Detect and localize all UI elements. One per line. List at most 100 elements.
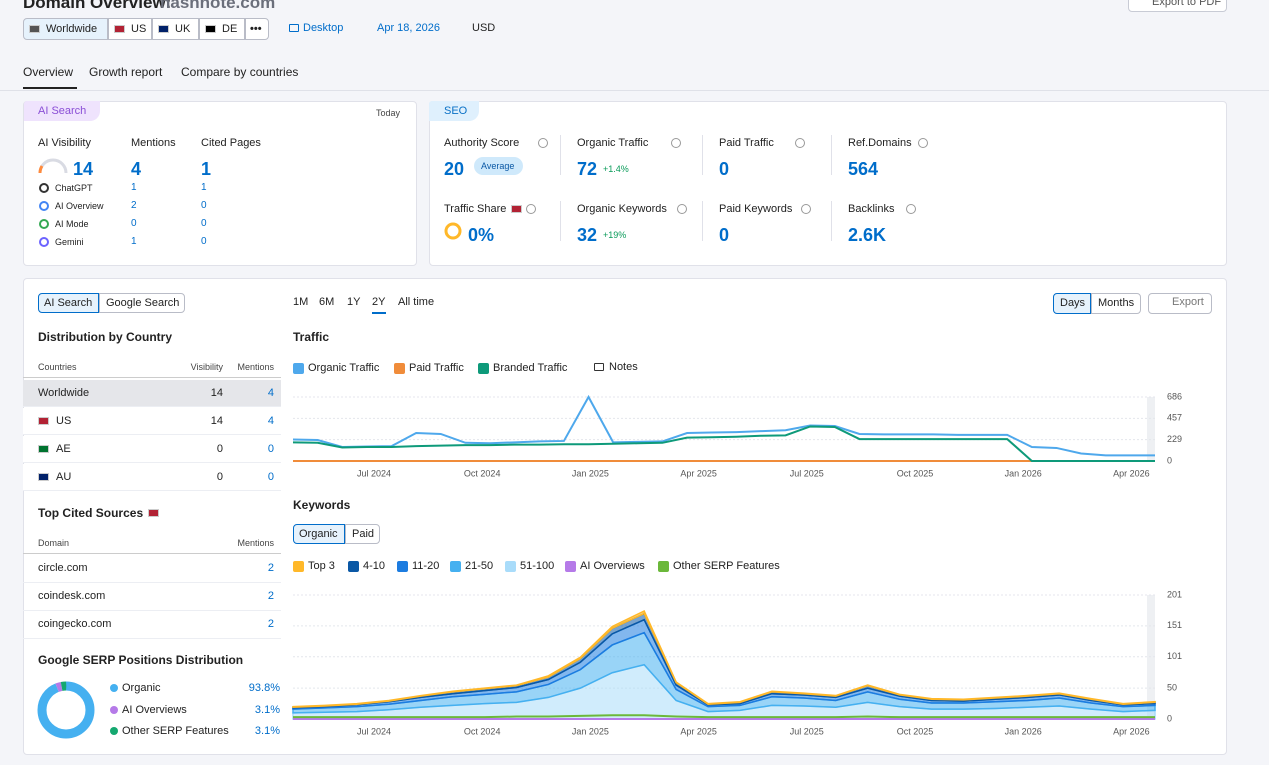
legend-checkbox[interactable]	[478, 363, 489, 374]
range-button[interactable]: 1M	[293, 296, 309, 308]
toggle-label[interactable]: Organic	[299, 528, 338, 540]
region-label[interactable]: Worldwide	[46, 23, 98, 35]
region-label[interactable]: US	[131, 23, 147, 35]
toggle-button[interactable]	[345, 524, 380, 544]
metric-value[interactable]: 0	[719, 225, 730, 245]
more-regions[interactable]: •••	[250, 23, 262, 35]
range-button[interactable]: 6M	[319, 296, 335, 308]
legend-checkbox[interactable]	[565, 561, 576, 572]
region-button[interactable]	[152, 18, 199, 40]
legend-label[interactable]: Branded Traffic	[493, 362, 568, 374]
legend-checkbox[interactable]	[450, 561, 461, 572]
granularity-label[interactable]: Months	[1098, 297, 1135, 309]
toggle-button[interactable]	[38, 293, 99, 313]
region-button[interactable]	[245, 18, 269, 40]
toggle-button[interactable]	[293, 524, 345, 544]
metric-value[interactable]: 1	[201, 159, 212, 179]
info-icon	[526, 204, 536, 214]
toggle-button[interactable]	[99, 293, 185, 313]
legend-label[interactable]: AI Overviews	[580, 560, 645, 572]
table-row[interactable]	[23, 464, 281, 491]
export-label[interactable]: Export	[1172, 296, 1204, 308]
legend-label[interactable]: Other SERP Features	[673, 560, 780, 572]
table-row[interactable]	[23, 408, 281, 435]
engine-icon	[39, 219, 49, 229]
granularity-button[interactable]	[1053, 293, 1091, 314]
table-row[interactable]	[23, 380, 281, 407]
metric-value[interactable]: 564	[848, 159, 879, 179]
legend-label[interactable]: 11-20	[412, 560, 440, 572]
legend-checkbox[interactable]	[658, 561, 669, 572]
engine-cited[interactable]: 0	[201, 236, 207, 247]
export-pdf-label[interactable]: Export to PDF	[1152, 0, 1222, 8]
metric-value[interactable]: 2.6K	[848, 225, 887, 245]
legend-label[interactable]: Organic Traffic	[308, 362, 380, 374]
legend-label[interactable]: 4-10	[363, 560, 386, 572]
metric-value[interactable]: 0%	[468, 225, 495, 245]
tab[interactable]: Compare by countries	[181, 65, 299, 79]
section-title: Distribution by Country	[38, 330, 172, 344]
engine-mentions[interactable]: 0	[131, 218, 137, 229]
range-button[interactable]: All time	[398, 296, 435, 308]
legend-checkbox[interactable]	[394, 363, 405, 374]
legend-checkbox[interactable]	[293, 363, 304, 374]
legend-label[interactable]: Paid Traffic	[409, 362, 464, 374]
tab[interactable]: Growth report	[89, 65, 163, 79]
legend-checkbox[interactable]	[505, 561, 516, 572]
metric-value[interactable]: 20	[444, 159, 465, 179]
toggle-label[interactable]: AI Search	[44, 297, 93, 309]
legend-checkbox[interactable]	[397, 561, 408, 572]
granularity-button[interactable]	[1091, 293, 1141, 314]
cited-domain[interactable]: coingecko.com	[38, 618, 112, 630]
cited-mentions[interactable]: 2	[267, 618, 274, 630]
range-button[interactable]: 1Y	[347, 296, 361, 308]
cited-mentions[interactable]: 2	[267, 590, 274, 602]
date-select[interactable]: Apr 18, 2026	[377, 22, 440, 34]
engine-cited[interactable]: 1	[201, 182, 207, 193]
legend-label[interactable]: 51-100	[520, 560, 555, 572]
mentions-value[interactable]: 0	[267, 471, 274, 483]
legend-label: AI Overviews	[122, 703, 187, 716]
toggle-label[interactable]: Google Search	[106, 297, 180, 309]
cited-domain[interactable]: circle.com	[38, 562, 88, 574]
region-button[interactable]	[108, 18, 152, 40]
engine-cited[interactable]: 0	[201, 218, 207, 229]
device-select[interactable]: Desktop	[303, 22, 344, 34]
export-button[interactable]	[1148, 293, 1212, 314]
cited-domain[interactable]: coindesk.com	[38, 590, 106, 602]
engine-mentions[interactable]: 2	[131, 200, 137, 211]
metric-value[interactable]: 72	[577, 159, 598, 179]
legend-label[interactable]: Top 3	[308, 560, 335, 572]
region-label[interactable]: UK	[175, 23, 191, 35]
tab[interactable]: Overview	[23, 65, 74, 79]
country-name[interactable]: Worldwide	[38, 387, 90, 399]
legend-label[interactable]: 21-50	[465, 560, 494, 572]
region-label[interactable]: DE	[222, 23, 238, 35]
metric-value[interactable]: 32	[577, 225, 598, 245]
table-row[interactable]	[23, 436, 281, 463]
cited-mentions[interactable]: 2	[267, 562, 274, 574]
metric-value[interactable]: 0	[719, 159, 730, 179]
country-name[interactable]: AE	[56, 443, 71, 455]
export-pdf-button[interactable]	[1128, 0, 1227, 12]
metric-value[interactable]: 14	[73, 159, 94, 179]
toggle-label[interactable]: Paid	[352, 528, 375, 540]
engine-mentions[interactable]: 1	[131, 236, 137, 247]
legend-checkbox[interactable]	[293, 561, 304, 572]
granularity-label[interactable]: Days	[1060, 297, 1086, 309]
notes-button[interactable]: Notes	[609, 361, 638, 373]
country-name[interactable]: US	[56, 415, 72, 427]
mentions-value[interactable]: 4	[267, 387, 274, 399]
metric-value[interactable]: 4	[131, 159, 142, 179]
mentions-value[interactable]: 0	[267, 443, 274, 455]
flag-icon	[38, 417, 49, 425]
range-button[interactable]: 2Y	[372, 296, 386, 308]
domain-name[interactable]: hashnote.com	[160, 0, 276, 12]
country-name[interactable]: AU	[56, 471, 72, 483]
mentions-value[interactable]: 4	[267, 415, 274, 427]
engine-mentions[interactable]: 1	[131, 182, 137, 193]
engine-cited[interactable]: 0	[201, 200, 207, 211]
region-button[interactable]	[199, 18, 245, 40]
region-button[interactable]	[23, 18, 108, 40]
legend-checkbox[interactable]	[348, 561, 359, 572]
